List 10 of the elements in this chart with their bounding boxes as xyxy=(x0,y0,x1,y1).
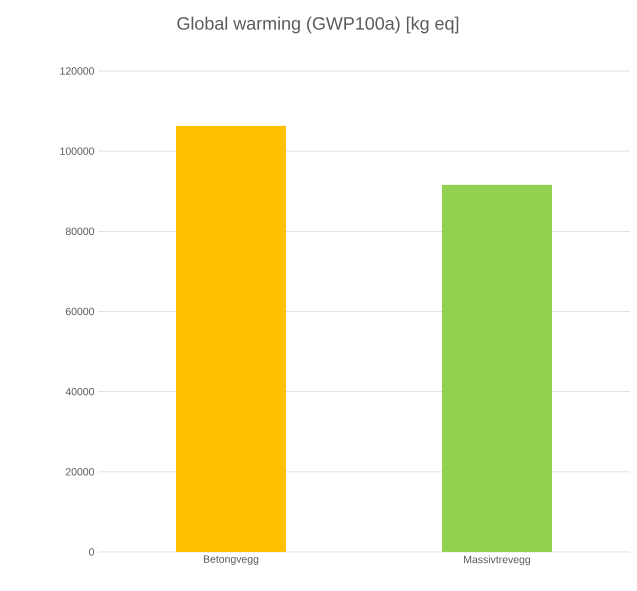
y-tick-label: 120000 xyxy=(60,67,94,75)
y-tick-label: 40000 xyxy=(66,388,94,396)
x-tick-label: Massivtrevegg xyxy=(464,556,530,566)
y-tick-label: 80000 xyxy=(66,228,94,236)
y-tick-label: 60000 xyxy=(66,308,94,316)
y-tick-label: 100000 xyxy=(60,147,94,155)
x-tick-label: Betongvegg xyxy=(204,556,258,565)
chart-title: Global warming (GWP100a) [kg eq] xyxy=(177,16,458,34)
y-tick-label: 20000 xyxy=(66,468,94,476)
y-tick-label: 0 xyxy=(89,548,94,556)
